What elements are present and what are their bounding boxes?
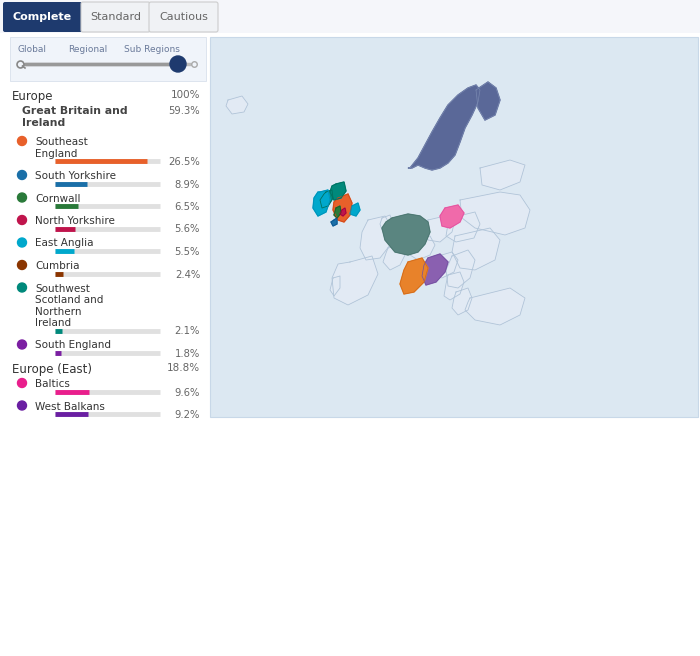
Polygon shape	[425, 216, 455, 242]
FancyBboxPatch shape	[3, 2, 82, 32]
Text: Regional: Regional	[69, 45, 108, 54]
Polygon shape	[330, 182, 346, 200]
Polygon shape	[422, 254, 448, 285]
Text: 26.5%: 26.5%	[168, 157, 200, 167]
FancyBboxPatch shape	[149, 2, 218, 32]
Polygon shape	[383, 245, 405, 270]
Text: Sub Regions: Sub Regions	[124, 45, 180, 54]
Text: Southwest
Scotland and
Northern
Ireland: Southwest Scotland and Northern Ireland	[35, 283, 104, 328]
Bar	[10, 37, 206, 81]
Text: South Yorkshire: South Yorkshire	[35, 171, 116, 181]
Polygon shape	[226, 96, 248, 114]
Text: 5.6%: 5.6%	[174, 224, 200, 234]
Text: Southeast
England: Southeast England	[35, 137, 88, 159]
Text: West Balkans: West Balkans	[35, 401, 105, 411]
Bar	[210, 37, 698, 417]
Circle shape	[18, 379, 27, 388]
Polygon shape	[350, 203, 360, 216]
Text: 100%: 100%	[171, 90, 200, 100]
Polygon shape	[452, 288, 472, 315]
Circle shape	[18, 401, 27, 410]
Text: Cautious: Cautious	[159, 12, 208, 22]
Polygon shape	[334, 206, 341, 218]
Text: Cumbria: Cumbria	[35, 261, 80, 271]
Polygon shape	[446, 250, 475, 288]
Polygon shape	[476, 82, 500, 120]
Text: 8.9%: 8.9%	[175, 180, 200, 190]
Text: 18.8%: 18.8%	[167, 363, 200, 373]
Text: Standard: Standard	[90, 12, 141, 22]
Text: Baltics: Baltics	[35, 379, 70, 389]
Text: 9.6%: 9.6%	[174, 388, 200, 398]
Text: Complete: Complete	[13, 12, 72, 22]
Polygon shape	[408, 85, 480, 170]
Polygon shape	[340, 208, 346, 216]
Text: 2.4%: 2.4%	[175, 270, 200, 279]
Text: Global: Global	[18, 45, 46, 54]
Text: South England: South England	[35, 340, 111, 350]
Polygon shape	[313, 190, 330, 216]
FancyBboxPatch shape	[81, 2, 150, 32]
Polygon shape	[332, 256, 378, 305]
Text: Europe: Europe	[12, 90, 53, 103]
Text: Cornwall: Cornwall	[35, 194, 80, 203]
Circle shape	[18, 216, 27, 224]
Polygon shape	[434, 252, 458, 278]
Text: 2.1%: 2.1%	[174, 327, 200, 337]
Text: Europe (East): Europe (East)	[12, 363, 92, 376]
Text: Great Britain and
Ireland: Great Britain and Ireland	[22, 106, 127, 128]
Polygon shape	[400, 258, 428, 294]
Polygon shape	[452, 228, 500, 270]
Polygon shape	[446, 212, 480, 242]
Circle shape	[18, 260, 27, 270]
Text: 1.8%: 1.8%	[175, 349, 200, 359]
Text: 9.2%: 9.2%	[174, 410, 200, 420]
Circle shape	[18, 171, 27, 180]
Polygon shape	[333, 194, 352, 222]
Polygon shape	[331, 218, 337, 226]
Text: East Anglia: East Anglia	[35, 239, 94, 249]
Polygon shape	[380, 215, 392, 230]
Polygon shape	[460, 192, 530, 235]
Circle shape	[18, 238, 27, 247]
Text: 59.3%: 59.3%	[169, 106, 200, 116]
Circle shape	[170, 56, 186, 72]
Polygon shape	[440, 205, 464, 228]
Polygon shape	[410, 236, 435, 260]
Circle shape	[18, 340, 27, 349]
Polygon shape	[330, 276, 340, 296]
Polygon shape	[382, 214, 430, 255]
Polygon shape	[444, 272, 464, 300]
Polygon shape	[465, 288, 525, 325]
Polygon shape	[480, 160, 525, 190]
Polygon shape	[360, 216, 392, 260]
Circle shape	[18, 193, 27, 202]
Circle shape	[18, 283, 27, 292]
Text: 5.5%: 5.5%	[174, 247, 200, 257]
Text: 6.5%: 6.5%	[174, 202, 200, 212]
Text: North Yorkshire: North Yorkshire	[35, 216, 115, 226]
Circle shape	[18, 136, 27, 146]
Polygon shape	[320, 190, 333, 208]
